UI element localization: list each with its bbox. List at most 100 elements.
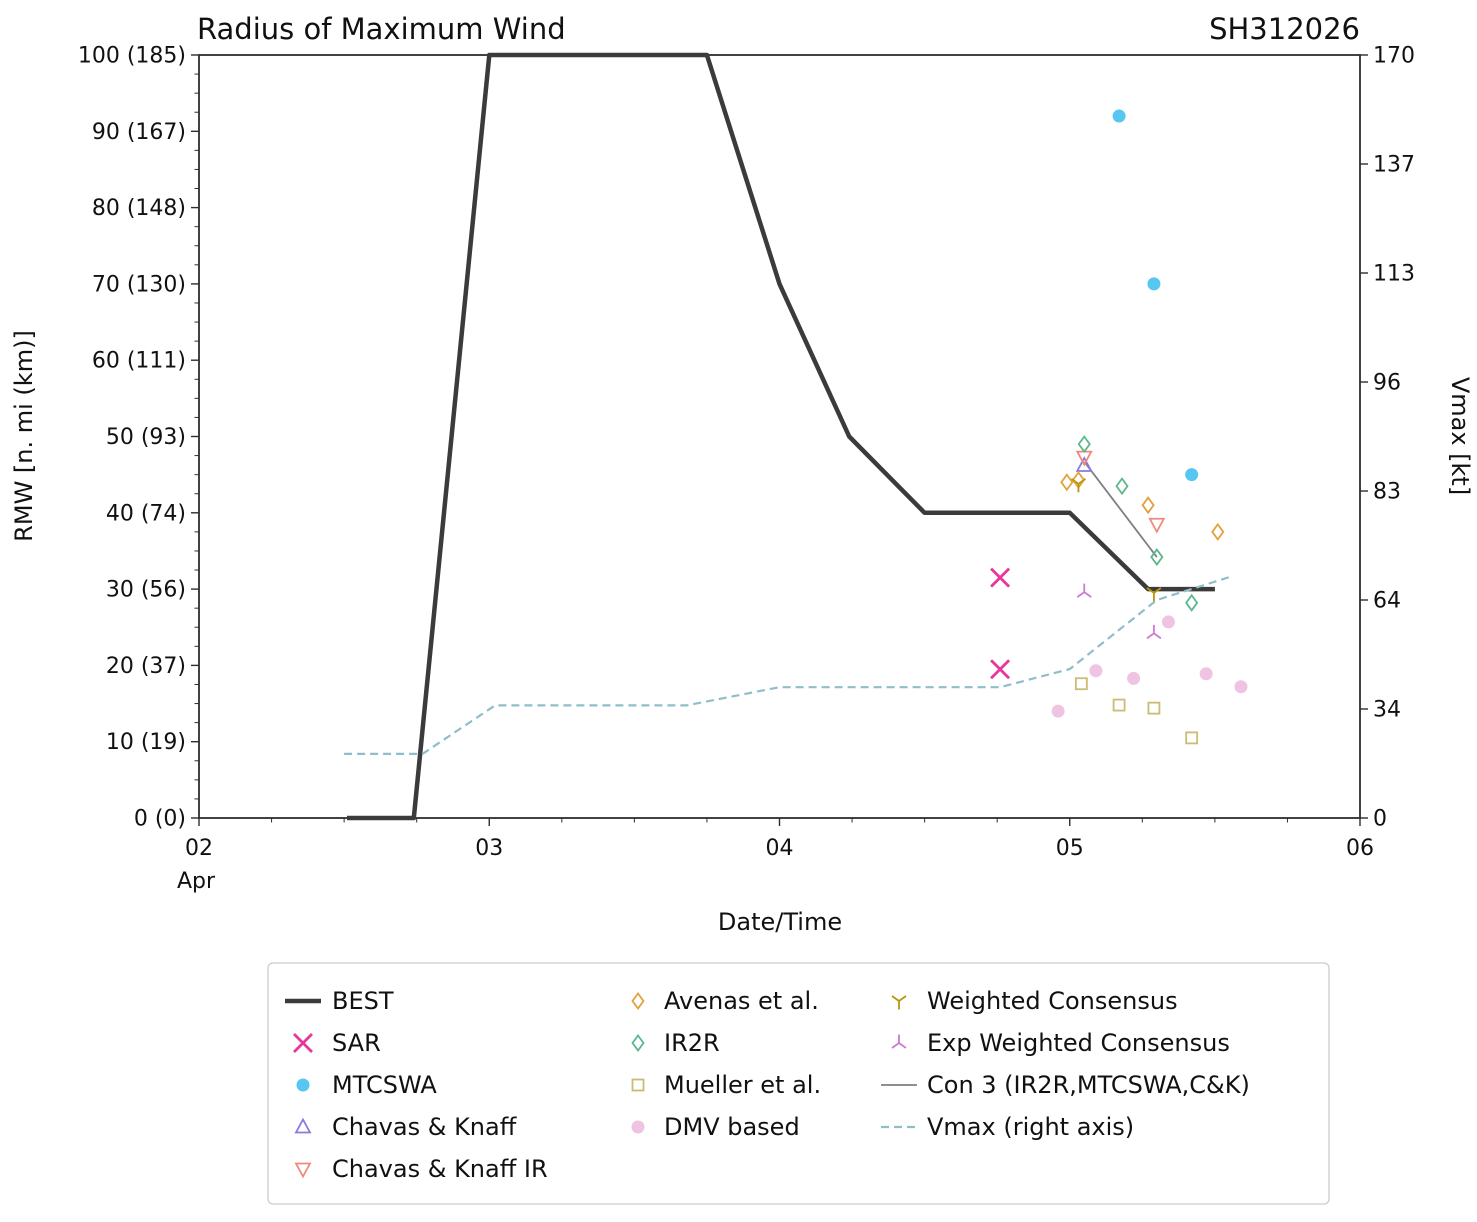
marker-square	[1074, 677, 1088, 691]
marker-diamond	[1115, 477, 1129, 496]
series-con-3-ir2r-mtcswa-c-k	[1083, 461, 1158, 558]
line-con-3-ir2r-mtcswa-c-k	[1083, 461, 1158, 558]
marker-tri-down	[1070, 478, 1086, 493]
right-axis-label: Vmax [kt]	[1446, 377, 1474, 495]
right-y-tick-label: 170	[1373, 44, 1415, 69]
right-y-tick-label: 96	[1373, 371, 1401, 396]
marker-x	[990, 659, 1011, 680]
marker-diamond	[1077, 435, 1091, 454]
y-tick-label: 50 (93)	[106, 425, 186, 450]
marker-triangle-up	[294, 1117, 312, 1134]
legend: BEST SAR MTCSWA Chavas & Knaff Chavas & Knaf…	[267, 962, 1330, 1205]
legend-item-ir2r: IR2R	[631, 1029, 720, 1057]
marker-tri-up	[1146, 624, 1162, 640]
marker-circle	[1051, 704, 1065, 718]
marker-circle	[1199, 667, 1213, 681]
legend-item-chavas-knaff-ir: Chavas & Knaff IR	[294, 1155, 548, 1183]
marker-square	[631, 1078, 645, 1092]
marker-triangle-down	[294, 1162, 312, 1179]
legend-item-weighted-consensus: Weighted Consensus	[891, 987, 1178, 1015]
storm-id-label: SH312026	[1209, 12, 1360, 46]
marker-circle	[1185, 468, 1199, 482]
legend-label-sar: SAR	[332, 1029, 381, 1057]
marker-tri-down	[1146, 587, 1162, 602]
marker-circle	[1089, 664, 1103, 678]
plot-area: 02 03 04 05 06 0 (0) 10 (19) 20 (37) 30 (56) 40 (…	[78, 44, 1415, 862]
marker-diamond	[1185, 593, 1199, 612]
series-chavas-knaff	[1075, 456, 1093, 472]
series-exp-weighted-consensus	[1076, 583, 1162, 640]
x-tick-label: 05	[1056, 836, 1084, 861]
marker-diamond	[631, 1033, 645, 1053]
legend-item-exp-weighted-consensus: Exp Weighted Consensus	[891, 1029, 1230, 1057]
legend-item-dmv-based: DMV based	[631, 1113, 800, 1141]
legend-label-avenas-et-al: Avenas et al.	[664, 987, 819, 1015]
series-ir2r	[1077, 435, 1199, 612]
marker-diamond	[631, 991, 645, 1011]
marker-diamond	[1150, 548, 1164, 567]
marker-square	[1185, 731, 1199, 745]
marker-x	[293, 1033, 313, 1053]
legend-label-mueller-et-al: Mueller et al.	[664, 1071, 821, 1099]
x-tick-label: 06	[1346, 836, 1374, 861]
marker-triangle-down	[1148, 517, 1166, 534]
legend-item-mtcswa: MTCSWA	[296, 1071, 437, 1099]
right-y-tick-label: 83	[1373, 480, 1401, 505]
legend-item-mueller-et-al: Mueller et al.	[631, 1071, 821, 1099]
legend-label-ir2r: IR2R	[664, 1029, 720, 1057]
series-mueller-et-al	[1074, 677, 1199, 745]
marker-x	[990, 567, 1011, 588]
legend-item-best: BEST	[285, 987, 394, 1015]
right-y-tick-label: 64	[1373, 589, 1401, 614]
axes: 02 03 04 05 06 0 (0) 10 (19) 20 (37) 30 (56) 40 (…	[78, 44, 1415, 862]
right-y-tick-label: 113	[1373, 262, 1415, 287]
legend-label-weighted-consensus: Weighted Consensus	[927, 987, 1178, 1015]
right-y-tick-label: 0	[1373, 807, 1387, 832]
legend-box	[267, 962, 1330, 1205]
right-y-tick-label: 137	[1373, 153, 1415, 178]
y-tick-label: 30 (56)	[106, 578, 186, 603]
marker-triangle-up	[1075, 456, 1093, 472]
marker-square	[1147, 701, 1161, 715]
marker-tri-down	[891, 995, 907, 1010]
y-tick-label: 40 (74)	[106, 501, 186, 526]
marker-circle	[296, 1078, 310, 1092]
legend-label-mtcswa: MTCSWA	[332, 1071, 437, 1099]
series-vmax-right-axis	[344, 576, 1230, 755]
marker-circle	[1234, 680, 1248, 694]
series-mtcswa	[1112, 109, 1199, 482]
plot-frame	[198, 54, 1361, 819]
x-tick-label: 02	[185, 836, 213, 861]
legend-label-exp-weighted-consensus: Exp Weighted Consensus	[927, 1029, 1230, 1057]
y-tick-label: 80 (148)	[92, 196, 186, 221]
y-tick-label: 100 (185)	[78, 44, 186, 69]
legend-label-con-3-ir2r-mtcswa-c-k: Con 3 (IR2R,MTCSWA,C&K)	[927, 1071, 1250, 1099]
right-y-tick-label: 34	[1373, 698, 1401, 723]
marker-circle	[1161, 615, 1175, 629]
y-tick-label: 60 (111)	[92, 349, 186, 374]
line-best	[347, 52, 1215, 821]
legend-label-chavas-knaff: Chavas & Knaff	[332, 1113, 517, 1141]
legend-label-best: BEST	[332, 987, 394, 1015]
legend-label-chavas-knaff-ir: Chavas & Knaff IR	[332, 1155, 548, 1183]
legend-item-con-3-ir2r-mtcswa-c-k: Con 3 (IR2R,MTCSWA,C&K)	[881, 1071, 1250, 1099]
legend-item-chavas-knaff: Chavas & Knaff	[294, 1113, 517, 1141]
marker-tri-up	[891, 1034, 907, 1049]
marker-circle	[1112, 109, 1126, 123]
marker-diamond	[1211, 522, 1225, 541]
legend-label-dmv-based: DMV based	[664, 1113, 800, 1141]
marker-circle	[1147, 277, 1161, 291]
y-tick-label: 70 (130)	[92, 272, 186, 297]
legend-item-vmax-right-axis: Vmax (right axis)	[881, 1113, 1134, 1141]
y-tick-label: 20 (37)	[106, 654, 186, 679]
left-axis-label: RMW [n. mi (km)]	[10, 330, 38, 542]
x-axis-label: Date/Time	[718, 908, 842, 936]
marker-diamond	[1060, 473, 1074, 492]
marker-circle	[1127, 671, 1141, 685]
legend-label-vmax-right-axis: Vmax (right axis)	[927, 1113, 1134, 1141]
x-tick-label: 03	[475, 836, 503, 861]
y-tick-label: 90 (167)	[92, 120, 186, 145]
line-vmax-right-axis	[344, 576, 1230, 755]
